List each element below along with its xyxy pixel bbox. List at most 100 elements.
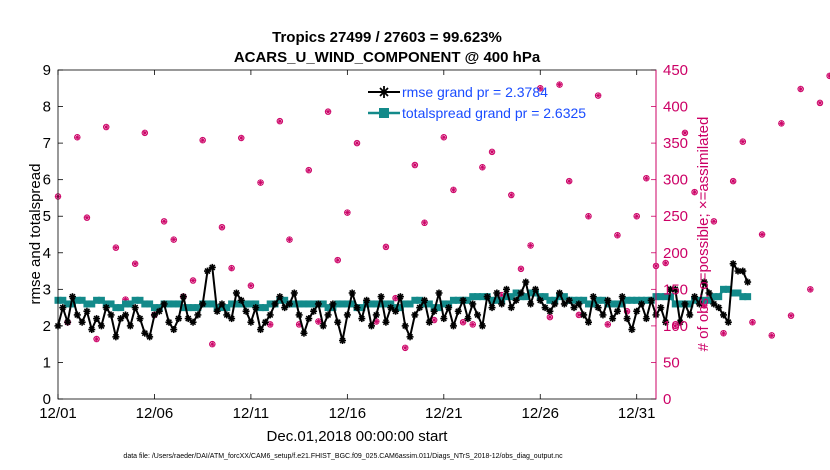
rmse-point: [266, 311, 274, 319]
rmse-point: [160, 300, 168, 308]
spread-point: [339, 300, 347, 308]
rmse-point: [517, 289, 525, 297]
spread-point: [334, 300, 342, 308]
rmse-point: [459, 296, 467, 304]
spread-point: [377, 300, 385, 308]
rmse-point: [401, 322, 409, 330]
rmse-point: [638, 300, 646, 308]
rmse-point: [676, 318, 684, 326]
rmse-point: [469, 300, 477, 308]
rmse-point: [421, 296, 429, 304]
obs-assimilated-point: [103, 124, 110, 130]
spread-point: [546, 296, 554, 304]
rmse-point: [440, 315, 448, 323]
rmse-point: [589, 293, 597, 301]
obs-assimilated-point: [441, 134, 447, 141]
legend: rmse grand pr = 2.3784 totalspread grand…: [368, 84, 586, 121]
spread-point: [734, 289, 742, 297]
y-right-tick-label: 100: [663, 318, 688, 335]
spread-point: [131, 296, 139, 304]
obs-assimilated-point: [84, 214, 90, 221]
rmse-point: [324, 311, 332, 319]
rmse-point: [78, 318, 86, 326]
rmse-point: [257, 326, 265, 334]
obs-assimilated-point: [325, 108, 331, 115]
spread-point: [551, 296, 559, 304]
y-left-tick-label: 2: [43, 318, 51, 335]
spread-point: [88, 300, 96, 308]
rmse-point: [97, 322, 105, 330]
spread-point: [531, 289, 539, 297]
spread-point: [406, 300, 414, 308]
rmse-point: [59, 304, 67, 312]
spread-point: [276, 296, 284, 304]
obs-assimilated-point: [547, 314, 553, 320]
spread-point: [628, 296, 636, 304]
rmse-point: [150, 311, 158, 319]
obs-assimilated-point: [296, 321, 302, 328]
rmse-point: [483, 293, 491, 301]
spread-point: [387, 300, 395, 308]
spread-point: [449, 296, 457, 304]
chart-title: Tropics 27499 / 27603 = 99.623%: [272, 29, 502, 46]
rmse-point: [604, 296, 612, 304]
obs-assimilated-point: [315, 318, 322, 325]
spread-point: [584, 300, 592, 308]
spread-point: [498, 296, 506, 304]
rmse-point: [329, 300, 337, 308]
spread-point: [252, 300, 260, 308]
rmse-point: [276, 293, 284, 301]
rmse-point: [512, 296, 520, 304]
y-right-axis-label: # of obs: o=possible; ×=assimilated: [695, 117, 712, 352]
rmse-markers: [54, 260, 752, 345]
y-right-tick-label: 300: [663, 172, 688, 189]
rmse-point: [633, 307, 641, 315]
rmse-point: [454, 307, 462, 315]
x-tick-labels: 12/01 12/06 12/11 12/16 12/21 12/26 12/31: [39, 405, 655, 422]
obs-assimilated-point: [460, 319, 466, 326]
obs-assimilated-point: [778, 120, 785, 127]
rmse-point: [271, 300, 279, 308]
spread-point: [194, 304, 202, 312]
spread-point: [319, 300, 327, 308]
spread-point: [155, 304, 163, 312]
y-left-tick-labels: 0 1 2 3 4 5 6 7 8 9: [43, 62, 51, 408]
spread-point: [189, 304, 197, 312]
rmse-point: [396, 293, 404, 301]
rmse-point: [580, 311, 588, 319]
obs-assimilated-point: [421, 220, 428, 226]
rmse-point: [88, 326, 96, 334]
y-left-tick-label: 8: [43, 99, 51, 116]
y-left-tick-label: 1: [43, 354, 51, 371]
rmse-point: [503, 285, 510, 293]
obs-assimilated-point: [566, 178, 572, 184]
spread-point: [662, 293, 670, 301]
rmse-point: [117, 315, 125, 323]
spread-point: [261, 304, 269, 312]
spread-point: [488, 296, 496, 304]
spread-point: [175, 300, 183, 308]
rmse-point: [199, 300, 207, 308]
rmse-point: [112, 333, 120, 341]
rmse-point: [623, 315, 631, 323]
obs-assimilated-point: [768, 332, 775, 339]
obs-assimilated-point: [730, 178, 736, 184]
y-right-tick-label: 450: [663, 62, 688, 79]
rmse-point: [739, 267, 747, 275]
spread-point: [247, 300, 255, 308]
rmse-point: [599, 311, 607, 319]
rmse-point: [541, 304, 549, 312]
y-left-tick-label: 0: [43, 391, 51, 408]
rmse-point: [445, 304, 453, 312]
rmse-point: [695, 300, 703, 308]
obs-assimilated-point: [161, 218, 167, 225]
spread-point: [126, 300, 134, 308]
obs-assimilated-point: [113, 244, 119, 251]
spread-point: [589, 300, 597, 308]
legend-spread-label: totalspread grand pr = 2.6325: [402, 105, 586, 121]
obs-assimilated-point: [305, 167, 312, 173]
rmse-point: [165, 318, 173, 326]
rmse-point: [416, 304, 424, 312]
rmse-point: [570, 304, 578, 312]
y-left-tick-label: 9: [43, 62, 51, 79]
